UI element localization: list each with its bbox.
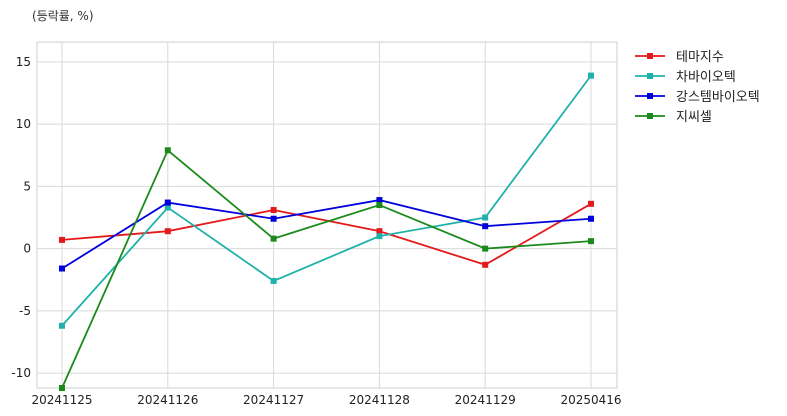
data-point <box>270 235 277 242</box>
legend-marker <box>647 93 653 99</box>
y-tick-label: 15 <box>16 55 31 69</box>
series-4 <box>59 147 594 391</box>
data-point <box>59 322 65 329</box>
series-lines <box>59 72 594 391</box>
data-point <box>164 228 171 235</box>
data-point <box>376 228 383 235</box>
legend-marker <box>647 53 653 59</box>
legend-label: 강스템바이오텍 <box>676 90 760 105</box>
x-tick-label: 20250416 <box>560 393 621 407</box>
data-point <box>588 238 594 245</box>
series-line <box>61 199 592 270</box>
data-point <box>588 200 594 207</box>
data-point <box>270 207 277 214</box>
legend-marker <box>647 73 653 79</box>
legend-label: 테마지수 <box>676 50 724 65</box>
data-point <box>164 199 171 206</box>
series-1 <box>59 200 594 268</box>
y-tick-label: -10 <box>11 366 31 380</box>
grid <box>36 41 618 389</box>
data-point <box>164 204 171 211</box>
x-tick-label: 20241128 <box>349 393 410 407</box>
data-point <box>164 147 171 154</box>
x-tick-label: 20241125 <box>31 393 92 407</box>
data-point <box>482 245 489 252</box>
data-point <box>482 214 489 221</box>
y-tick-label: 5 <box>23 179 31 193</box>
series-3 <box>59 197 594 272</box>
data-point <box>588 215 594 222</box>
unit-label: (등락률, %) <box>32 9 94 23</box>
series-line <box>61 203 592 266</box>
legend-item: 강스템바이오텍 <box>635 90 760 105</box>
legend-label: 차바이오텍 <box>676 70 736 85</box>
data-point <box>59 265 65 272</box>
data-point <box>376 202 383 209</box>
legend-item: 지씨셀 <box>635 110 712 125</box>
data-point <box>59 236 65 243</box>
data-point <box>376 197 383 204</box>
x-tick-label: 20241126 <box>137 393 198 407</box>
series-line <box>61 148 592 389</box>
legend-item: 테마지수 <box>635 50 724 65</box>
data-point <box>482 261 489 268</box>
data-point <box>482 223 489 230</box>
y-tick-label: 10 <box>16 117 31 131</box>
data-point <box>588 72 594 79</box>
data-point <box>59 385 65 391</box>
legend-label: 지씨셀 <box>676 110 712 125</box>
legend-marker <box>647 113 653 119</box>
legend-item: 차바이오텍 <box>635 70 736 85</box>
x-tick-label: 20241127 <box>243 393 304 407</box>
series-line <box>61 75 592 327</box>
series-2 <box>59 72 594 329</box>
data-point <box>270 215 277 222</box>
data-point <box>376 233 383 240</box>
plot-area <box>36 41 618 389</box>
data-point <box>270 277 277 284</box>
y-tick-label: -5 <box>19 304 31 318</box>
y-tick-label: 0 <box>23 242 31 256</box>
x-tick-label: 20241129 <box>455 393 516 407</box>
